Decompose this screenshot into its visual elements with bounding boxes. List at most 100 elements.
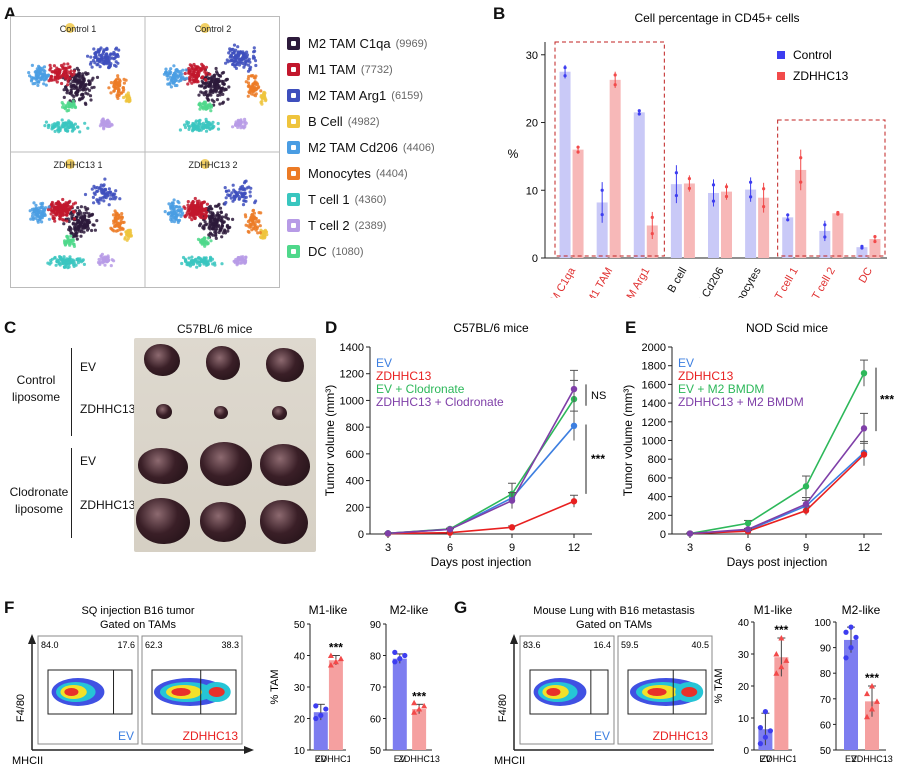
- chart-e-legend-label: ZDHHC13: [678, 369, 734, 383]
- chart-e-xtick-label: 12: [858, 542, 870, 554]
- chart-d-data-point: [384, 530, 392, 537]
- chart-d-data-point: [570, 498, 578, 505]
- chart-g-m1-category-label: EV: [759, 754, 771, 764]
- bar-control: [782, 217, 794, 258]
- chart-d-xtick-label: 6: [447, 542, 453, 554]
- chart-g-m1-point: [773, 670, 780, 676]
- chart-f-m2-point: [392, 659, 398, 665]
- chart-f-m2-bar: [392, 658, 407, 750]
- chart-d: C57BL/6 mice 0 200 400 600 800 1000 1200 1400 3 6 9…: [322, 321, 622, 572]
- data-point: [711, 183, 716, 187]
- chart-g-m2-title: M2-like: [842, 603, 881, 617]
- legend-label-control: Control: [793, 48, 832, 62]
- chart-f-m2-title: M2-like: [390, 603, 429, 617]
- density-core-right: [681, 687, 698, 697]
- flow-ylabel: F4/80: [15, 694, 27, 722]
- chart-f-m2-ytick-label: 50: [370, 746, 382, 757]
- highlight-box-tam: [554, 41, 665, 257]
- chart-e-xtick-label: 3: [687, 542, 693, 554]
- flow-pct-right: 16.4: [593, 640, 611, 650]
- chart-f-m2-category-label: EV: [394, 754, 406, 764]
- legend-count: (9969): [395, 37, 428, 50]
- flow-pct-left: 84.0: [41, 640, 59, 650]
- annotation-ns: NS: [591, 390, 606, 402]
- chart-g-m2: M2-like 50 60 70 80 90 100 EV ZDHHC13 ***: [796, 600, 898, 768]
- chart-f-m2-point: [397, 656, 403, 662]
- chart-g-m2-point: [869, 683, 875, 689]
- chart-b-ytick-label: 20: [526, 118, 538, 130]
- flow-xlabel: MHCII: [12, 755, 43, 767]
- chart-g-m1-point: [778, 635, 785, 641]
- legend-label: DC: [308, 244, 327, 259]
- flow-sample-label: EV: [118, 729, 134, 743]
- data-point: [860, 246, 864, 250]
- chart-d-ytick-label: 0: [358, 529, 364, 541]
- chart-f-m2-point: [421, 702, 428, 709]
- row-label-zd-1: ZDHHC13: [80, 402, 136, 416]
- legend-swatch: [287, 245, 300, 258]
- chart-g-m2-point: [848, 624, 854, 630]
- chart-g-m2-ytick-label: 90: [820, 644, 832, 655]
- chart-e: NOD Scid mice 0 200 400 600 800 1000 1200 1400 16…: [620, 321, 900, 572]
- chart-d-data-point: [508, 524, 516, 531]
- chart-g-m2-annotation: ***: [865, 671, 879, 685]
- chart-d-xtick-label: 12: [568, 542, 580, 554]
- legend-swatch: [287, 37, 300, 50]
- chart-d-legend-label: EV + Clodronate: [376, 382, 465, 396]
- chart-f-m1-point: [327, 661, 334, 668]
- data-point: [687, 186, 691, 190]
- chart-b-title: Cell percentage in CD45+ cells: [634, 11, 799, 25]
- data-point: [786, 213, 790, 217]
- chart-e-data-point: [802, 483, 810, 490]
- bar-zdhhc13: [832, 213, 844, 258]
- legend-item-t-cell-2: T cell 2 (2389): [287, 218, 386, 233]
- chart-d-legend-label: ZDHHC13: [376, 369, 432, 383]
- chart-e-data-point: [686, 530, 694, 537]
- chart-f-m2-annotation: ***: [412, 689, 426, 703]
- legend-item-m1-tam: M1 TAM (7732): [287, 62, 393, 77]
- chart-g-m1-category-label: ZDHHC13: [761, 754, 796, 764]
- data-point: [687, 177, 691, 181]
- data-point: [613, 73, 617, 77]
- chart-g-m2-bar: [844, 639, 858, 750]
- flow-sample-label: EV: [594, 729, 610, 743]
- bar-control: [596, 202, 608, 258]
- chart-e-data-point: [860, 451, 868, 458]
- flow-pct-left: 59.5: [621, 640, 639, 650]
- data-point: [823, 235, 827, 239]
- b-cell-cluster-top: [200, 159, 210, 169]
- legend-item-monocytes: Monocytes (4404): [287, 166, 408, 181]
- flow-ylabel: F4/80: [497, 694, 509, 722]
- data-point: [724, 194, 729, 199]
- data-point: [600, 213, 604, 217]
- chart-b-category-label: B cell: [666, 266, 690, 295]
- chart-g-m1-bar: [774, 657, 789, 750]
- chart-f-m2-ytick-label: 60: [370, 715, 382, 726]
- tsne-subplot-title: ZDHHC13 2: [188, 160, 237, 170]
- data-point: [563, 74, 567, 78]
- annotation-sig: ***: [880, 392, 894, 406]
- tsne-plot: Control 1 Control 2 ZDHHC13 1 ZDHHC13 2: [10, 16, 280, 288]
- chart-f-m1-ylabel: % TAM: [269, 669, 281, 704]
- chart-e-data-point: [860, 369, 868, 377]
- chart-f-m1-point: [332, 658, 339, 665]
- chart-f-m2-point: [411, 699, 418, 706]
- bar-control: [633, 112, 645, 259]
- chart-g-m1-annotation: ***: [774, 623, 788, 637]
- chart-d-xlabel: Days post injection: [431, 555, 532, 569]
- chart-g-m1-title: M1-like: [754, 603, 793, 617]
- legend-label: Monocytes: [308, 166, 371, 181]
- chart-d-series-line: [387, 388, 575, 535]
- chart-f-m2-point: [411, 709, 418, 715]
- chart-g-m1-point: [762, 734, 768, 740]
- chart-f-m1-point: [313, 703, 319, 709]
- chart-g-m1-ytick-label: 30: [738, 650, 750, 661]
- chart-g-m2-ytick-label: 60: [820, 720, 832, 731]
- chart-d-data-point: [508, 497, 516, 504]
- chart-d-series-line: [387, 500, 575, 535]
- chart-b-category-label: Monocytes: [727, 265, 764, 298]
- data-point: [576, 145, 580, 149]
- flow-xlabel: MHCII: [494, 755, 525, 767]
- chart-e-xtick-label: 9: [803, 542, 809, 554]
- flow-plot-ev: 83.6 16.4 EV: [519, 635, 615, 745]
